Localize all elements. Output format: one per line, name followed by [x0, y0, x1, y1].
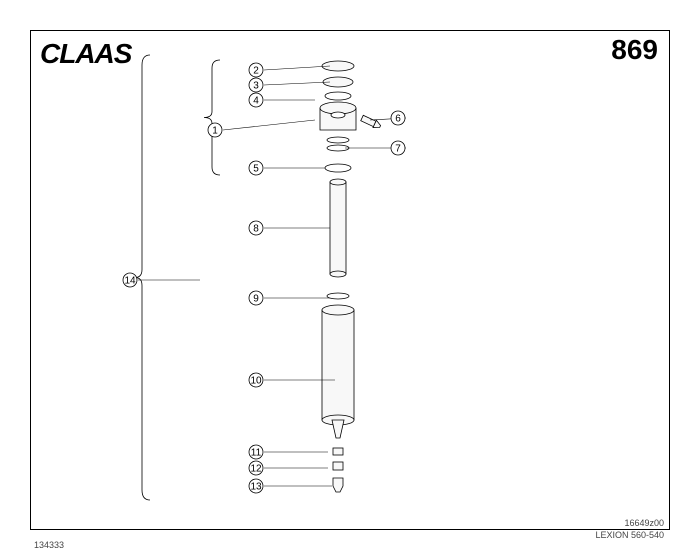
- svg-text:14: 14: [124, 276, 136, 287]
- svg-text:3: 3: [253, 81, 259, 92]
- svg-text:6: 6: [395, 114, 401, 125]
- callout-overlay: 1234567891011121314: [0, 0, 700, 560]
- svg-text:2: 2: [253, 66, 259, 77]
- svg-text:12: 12: [250, 464, 262, 475]
- svg-text:1: 1: [212, 126, 218, 137]
- svg-text:8: 8: [253, 224, 259, 235]
- svg-text:9: 9: [253, 294, 259, 305]
- svg-text:11: 11: [251, 448, 262, 459]
- svg-text:10: 10: [250, 376, 262, 387]
- svg-text:4: 4: [253, 96, 259, 107]
- svg-text:13: 13: [250, 482, 262, 493]
- svg-text:7: 7: [395, 144, 401, 155]
- svg-text:5: 5: [253, 164, 259, 175]
